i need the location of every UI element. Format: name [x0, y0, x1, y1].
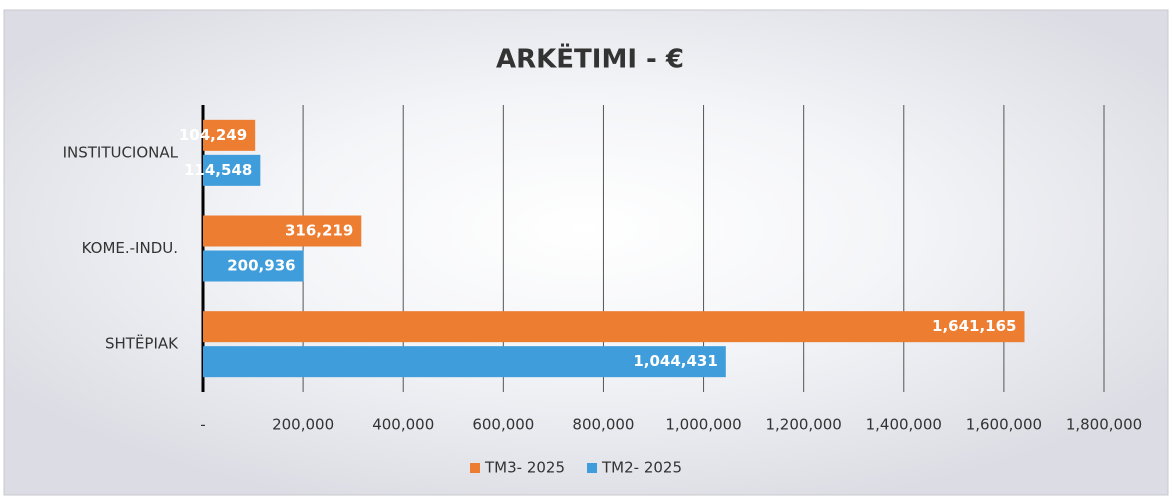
- value-label: 200,936: [227, 257, 295, 275]
- x-tick-label: 1,200,000: [765, 416, 841, 434]
- x-tick-label: 1,400,000: [866, 416, 942, 434]
- bar: [203, 311, 1025, 343]
- legend-swatch: [587, 463, 598, 473]
- bar: [203, 250, 304, 282]
- value-label: 1,641,165: [932, 317, 1016, 335]
- x-tick-label: 1,600,000: [966, 416, 1042, 434]
- x-tick-label: 200,000: [272, 416, 334, 434]
- x-tick-label: 800,000: [572, 416, 634, 434]
- chart-title: ARKËTIMI - €: [496, 43, 684, 75]
- value-label: 114,548: [184, 161, 252, 179]
- bar: [203, 154, 261, 186]
- legend-label: TM2- 2025: [601, 459, 682, 477]
- value-label: 1,044,431: [633, 352, 717, 370]
- y-tick-label: KOME.-INDU.: [82, 239, 178, 257]
- x-tick-label: 600,000: [472, 416, 534, 434]
- bar: [203, 215, 362, 247]
- legend-label: TM3- 2025: [484, 459, 565, 477]
- bar: [203, 119, 256, 151]
- value-label: 104,249: [179, 126, 247, 144]
- x-tick-label: 1,800,000: [1066, 416, 1142, 434]
- x-tick-label: 400,000: [372, 416, 434, 434]
- x-tick-label: 1,000,000: [665, 416, 741, 434]
- x-tick-label: -: [200, 416, 205, 434]
- y-tick-label: INSTITUCIONAL: [63, 143, 179, 161]
- y-tick-label: SHTËPIAK: [105, 334, 179, 353]
- bar: [203, 346, 726, 378]
- chart-background: [3, 9, 1169, 496]
- value-label: 316,219: [285, 222, 353, 240]
- legend-swatch: [470, 463, 480, 473]
